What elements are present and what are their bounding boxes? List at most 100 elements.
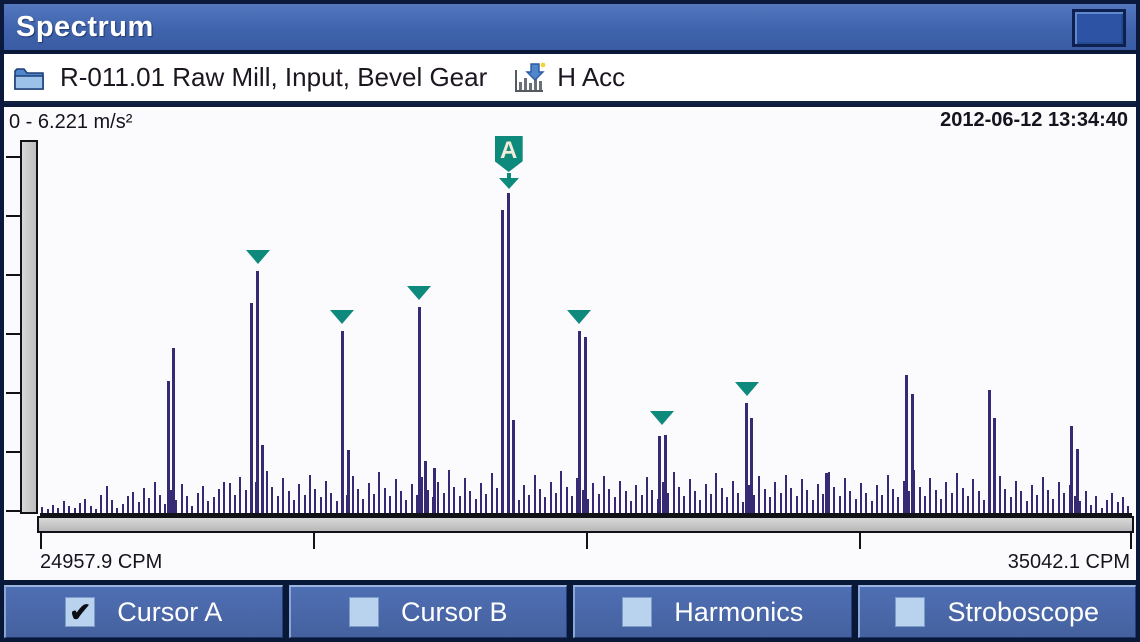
cursor-a-flag-letter: A [494,136,523,172]
spectrum-bar [319,497,322,513]
spectrum-bar [613,497,616,513]
spectrum-bar [228,483,231,513]
spectrum-bar [351,475,354,513]
spectrum-bar [105,486,108,513]
spectrum-bar [308,474,311,513]
spectrum-bar [501,210,505,513]
spectrum-bar [1076,448,1080,513]
spectrum-bar [159,495,162,513]
spectrum-bar [913,469,916,513]
spectrum-bar [1052,498,1055,513]
spectrum-bar [865,492,868,513]
spectrum-bar [838,496,841,513]
spectrum-bar [833,486,836,513]
spectrum-bar [747,485,750,513]
spectrum-bar [137,502,140,513]
spectrum-bar [528,495,531,513]
spectrum-bar [940,498,943,513]
spectrum-bar [175,499,178,513]
spectrum-bar [587,498,589,513]
spectrum-bar [1116,502,1119,513]
cursor-a-checkbox[interactable]: ✔ [65,597,96,627]
spectrum-bar [448,469,450,513]
spectrum-bar [490,473,493,513]
spectrum-bar [988,389,991,513]
spectrum-bar [89,506,92,513]
spectrum-bar [1057,481,1060,513]
spectrum-bar [629,501,632,513]
spectrum-bar [795,496,798,513]
spectrum-bar [127,496,129,513]
spectrum-bar [592,483,595,513]
spectrum-bar [1089,504,1092,513]
spectrum-bar [250,303,254,513]
spectrum-bar [517,499,520,513]
spectrum-bar [549,481,552,513]
spectrum-bar [950,492,953,513]
spectrum-bar [442,492,445,513]
spectrum-bar [496,487,499,513]
spectrum-bar [84,498,87,513]
cursor-b-button[interactable]: Cursor B [288,585,567,638]
spectrum-bar [956,473,959,513]
measurement-type-label[interactable]: H Acc [557,62,626,92]
spectrum-bar [185,496,188,513]
spectrum-chart: 0 - 6.221 m/s² 2012-06-12 13:34:40 A 249… [4,107,1136,580]
spectrum-bar [357,489,359,513]
spectrum-bar [464,478,466,513]
spectrum-bar [710,493,713,513]
spectrum-bar [180,484,183,513]
spectrum-bar [52,504,55,513]
spectrum-bar [571,496,573,513]
spectrum-bar [340,330,344,513]
spectrum-bar [966,496,969,513]
spectrum-bar [577,330,581,513]
spectrum-bar [292,499,295,513]
measurement-point-label[interactable]: R-011.01 Raw Mill, Input, Bevel Gear [60,62,488,92]
spectrum-bar [774,481,777,513]
spectrum-bar [678,486,680,513]
cursor-a-label: Cursor A [117,596,223,627]
spectrum-bar [902,480,905,513]
spectrum-bar [538,489,541,513]
spectrum-bar [790,487,793,513]
spectrum-bar [423,460,427,513]
spectrum-bar [1079,501,1082,513]
spectrum-bar [94,508,97,513]
cursor-a-button[interactable]: ✔ Cursor A [4,585,283,638]
spectrum-bar [485,493,488,513]
stroboscope-checkbox[interactable] [895,597,926,627]
spectrum-bar [335,501,338,513]
spectrum-bar [910,393,914,513]
spectrum-bar [779,492,782,513]
window-button[interactable] [1072,9,1126,47]
spectrum-bar [426,490,429,513]
spectrum-bar [256,271,260,513]
spectrum-bar [1020,491,1023,513]
spectrum-bar [929,478,932,513]
spectrum-bar [731,480,734,513]
harmonics-checkbox[interactable] [622,597,653,627]
spectrum-bar [62,501,65,513]
cursor-a-flag[interactable]: A [494,136,523,189]
spectrum-bar [745,402,749,513]
stroboscope-button[interactable]: Stroboscope [857,585,1136,638]
spectrum-bar [399,491,402,513]
spectrum-bar [522,485,525,513]
spectrum-plot[interactable]: A [40,136,1132,516]
spectrum-bar [742,502,745,513]
spectrum-bar [720,487,723,513]
spectrum-bar [1041,477,1044,513]
harmonics-button[interactable]: Harmonics [573,585,852,638]
y-axis-bar [20,140,38,514]
spectrum-bar [367,483,370,513]
spectrum-bar [324,480,327,513]
peak-marker-icon [330,309,355,324]
spectrum-bar [196,493,199,513]
spectrum-bar [694,491,696,513]
spectrum-bar [437,481,440,513]
spectrum-bar [750,418,754,513]
peak-marker-icon [407,286,432,301]
cursor-b-checkbox[interactable] [348,597,379,627]
spectrum-bar [656,498,659,513]
